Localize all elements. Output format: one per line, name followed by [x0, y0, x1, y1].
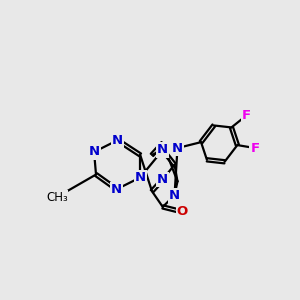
Text: N: N — [169, 189, 180, 202]
Text: N: N — [157, 173, 168, 186]
Text: N: N — [112, 134, 123, 147]
Text: N: N — [172, 142, 183, 154]
Text: CH₃: CH₃ — [46, 190, 68, 204]
Text: F: F — [250, 142, 260, 154]
Text: N: N — [111, 183, 122, 196]
Text: N: N — [157, 143, 168, 157]
Text: N: N — [88, 146, 100, 158]
Text: F: F — [242, 109, 251, 122]
Text: N: N — [135, 171, 146, 184]
Text: O: O — [177, 205, 188, 218]
